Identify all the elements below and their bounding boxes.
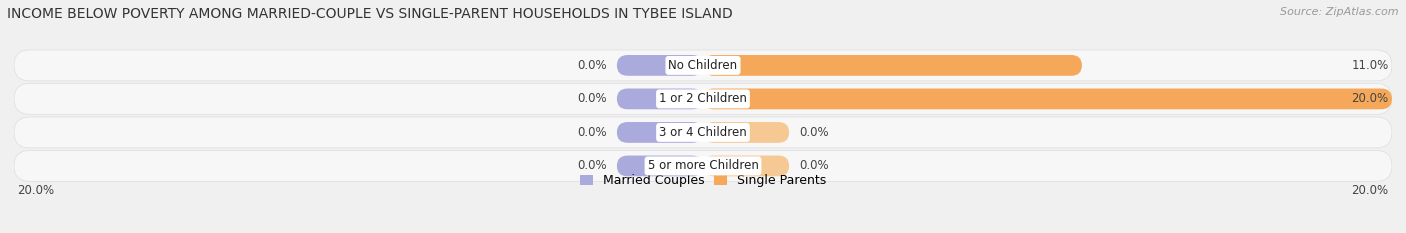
FancyBboxPatch shape	[703, 55, 1083, 76]
Text: 3 or 4 Children: 3 or 4 Children	[659, 126, 747, 139]
Text: 20.0%: 20.0%	[1351, 93, 1389, 105]
Text: 20.0%: 20.0%	[17, 184, 55, 197]
Text: No Children: No Children	[668, 59, 738, 72]
Text: 0.0%: 0.0%	[576, 159, 606, 172]
Text: 1 or 2 Children: 1 or 2 Children	[659, 93, 747, 105]
Text: Source: ZipAtlas.com: Source: ZipAtlas.com	[1281, 7, 1399, 17]
FancyBboxPatch shape	[703, 156, 789, 176]
Text: 0.0%: 0.0%	[576, 59, 606, 72]
Text: 0.0%: 0.0%	[576, 93, 606, 105]
Text: INCOME BELOW POVERTY AMONG MARRIED-COUPLE VS SINGLE-PARENT HOUSEHOLDS IN TYBEE I: INCOME BELOW POVERTY AMONG MARRIED-COUPL…	[7, 7, 733, 21]
Text: 5 or more Children: 5 or more Children	[648, 159, 758, 172]
FancyBboxPatch shape	[14, 83, 1392, 114]
Text: 11.0%: 11.0%	[1351, 59, 1389, 72]
FancyBboxPatch shape	[14, 50, 1392, 81]
Text: 0.0%: 0.0%	[800, 159, 830, 172]
FancyBboxPatch shape	[14, 117, 1392, 148]
FancyBboxPatch shape	[617, 156, 703, 176]
Legend: Married Couples, Single Parents: Married Couples, Single Parents	[575, 169, 831, 192]
FancyBboxPatch shape	[14, 151, 1392, 181]
Text: 20.0%: 20.0%	[1351, 184, 1389, 197]
FancyBboxPatch shape	[617, 55, 703, 76]
Text: 0.0%: 0.0%	[576, 126, 606, 139]
FancyBboxPatch shape	[703, 89, 1392, 109]
Text: 0.0%: 0.0%	[800, 126, 830, 139]
FancyBboxPatch shape	[617, 122, 703, 143]
FancyBboxPatch shape	[703, 122, 789, 143]
FancyBboxPatch shape	[617, 89, 703, 109]
